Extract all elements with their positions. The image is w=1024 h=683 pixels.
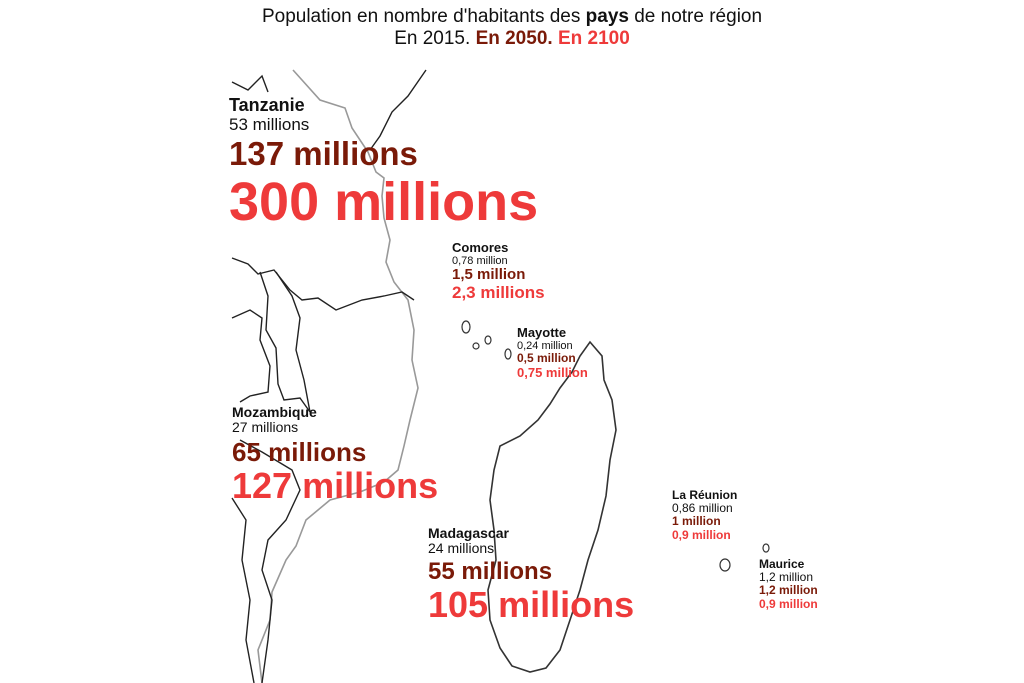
- title-line-2: En 2015. En 2050. En 2100: [0, 28, 1024, 50]
- malawi-border: [259, 271, 311, 413]
- la-reunion-island: [719, 558, 731, 572]
- pop-2100: 0,9 million: [672, 527, 731, 542]
- title-bold-word: pays: [585, 6, 629, 27]
- zambia-border: [231, 309, 271, 403]
- pop-2100: 105 millions: [428, 584, 635, 626]
- label-tanzanie: Tanzanie 53 millions 137 millions 300 mi…: [229, 95, 539, 232]
- pop-2050: 1 million: [672, 514, 721, 529]
- legend-2015: En 2015.: [394, 28, 471, 49]
- pop-2015: 0,86 million: [672, 501, 733, 516]
- pop-2050: 1,2 million: [759, 583, 818, 598]
- label-mayotte: Mayotte 0,24 million 0,5 million 0,75 mi…: [517, 325, 588, 380]
- tanzania-mozambique-border: [231, 257, 415, 311]
- country-name: Mozambique: [232, 404, 317, 420]
- pop-2100: 2,3 millions: [452, 282, 545, 302]
- label-comores: Comores 0,78 million 1,5 million 2,3 mil…: [452, 240, 545, 303]
- mayotte-island: [504, 348, 512, 360]
- pop-2015: 27 millions: [232, 419, 299, 436]
- country-name: Madagascar: [428, 525, 509, 541]
- legend-2050: En 2050.: [475, 28, 553, 49]
- label-madagascar: Madagascar 24 millions 55 millions 105 m…: [428, 525, 635, 626]
- title-line-1: Population en nombre d'habitants des pay…: [0, 6, 1024, 28]
- comores-island-1: [461, 320, 471, 334]
- label-maurice: Maurice 1,2 million 1,2 million 0,9 mill…: [759, 557, 818, 611]
- pop-2100: 127 millions: [232, 465, 439, 507]
- label-la-reunion: La Réunion 0,86 million 1 million 0,9 mi…: [672, 488, 738, 542]
- country-name: Maurice: [759, 557, 805, 571]
- pop-2015: 0,78 million: [452, 255, 508, 268]
- country-name: La Réunion: [672, 488, 738, 502]
- kenya-border: [369, 69, 427, 151]
- tanzania-coastline: [257, 69, 419, 683]
- pop-2050: 65 millions: [232, 436, 367, 467]
- comores-island-3: [484, 335, 492, 345]
- pop-2050: 55 millions: [428, 557, 553, 585]
- pop-2015: 0,24 million: [517, 340, 573, 353]
- pop-2050: 137 millions: [229, 135, 418, 173]
- pop-2050: 1,5 million: [452, 266, 526, 284]
- pop-2100: 0,75 million: [517, 364, 588, 380]
- comores-island-2: [472, 342, 480, 350]
- country-name: Comores: [452, 240, 509, 255]
- pop-2015: 53 millions: [229, 114, 310, 134]
- madagascar-outline: [487, 340, 617, 673]
- legend-2100: En 2100: [557, 28, 630, 49]
- title-prefix: Population en nombre d'habitants des: [261, 6, 586, 27]
- pop-2050: 0,5 million: [517, 351, 576, 366]
- lake-border-north: [231, 74, 269, 93]
- maurice-island: [762, 543, 770, 553]
- pop-2015: 24 millions: [428, 540, 495, 557]
- country-name: Mayotte: [517, 325, 567, 340]
- country-name: Tanzanie: [229, 95, 305, 115]
- mozambique-inner-border: [239, 439, 301, 683]
- mozambique-west-border: [231, 497, 255, 683]
- pop-2015: 1,2 million: [759, 570, 814, 585]
- pop-2100: 0,9 million: [759, 596, 818, 611]
- pop-2100: 300 millions: [229, 171, 539, 232]
- label-mozambique: Mozambique 27 millions 65 millions 127 m…: [232, 404, 439, 507]
- title-suffix: de notre région: [628, 6, 763, 27]
